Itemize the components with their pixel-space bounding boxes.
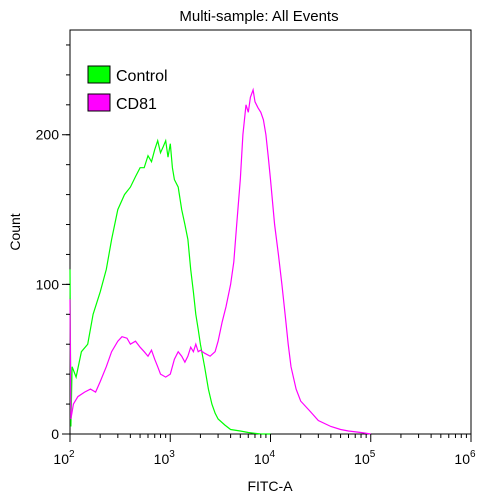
ticks-layer: 102 103 104 105 106 0 100 200 — [36, 44, 476, 467]
series-layer — [69, 87, 371, 435]
legend-swatch-control — [87, 65, 111, 84]
chart-title: Multi-sample: All Events — [179, 8, 338, 25]
x-tick-label: 105 — [354, 449, 376, 467]
series-line-control — [69, 138, 271, 435]
y-tick-label: 200 — [36, 127, 60, 143]
plot-area — [69, 29, 472, 435]
legend-label-control: Control — [116, 68, 168, 85]
y-axis-label: Count — [7, 213, 23, 250]
y-tick-label: 0 — [51, 426, 59, 442]
x-tick-label: 106 — [454, 449, 476, 467]
series-line-cd81 — [69, 87, 371, 435]
legend-swatch-cd81 — [87, 93, 111, 112]
legend-label-cd81: CD81 — [116, 96, 157, 113]
legend: Control CD81 — [87, 65, 168, 113]
x-tick-label: 103 — [154, 449, 176, 467]
x-tick-label: 102 — [53, 449, 75, 467]
x-axis-label: FITC-A — [247, 478, 293, 494]
x-tick-label: 104 — [254, 449, 276, 467]
y-tick-label: 100 — [36, 276, 60, 292]
